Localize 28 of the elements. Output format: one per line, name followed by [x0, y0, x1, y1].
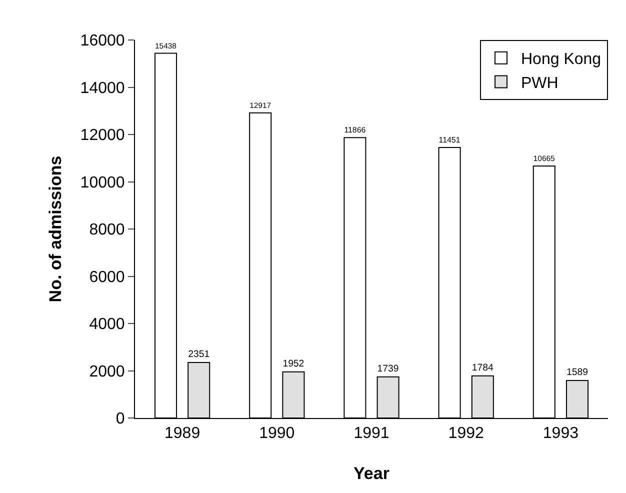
x-tick-label: 1989 [164, 425, 200, 442]
data-label: 1784 [472, 362, 494, 374]
data-label: 11866 [344, 126, 366, 135]
x-tick-label: 1990 [259, 425, 295, 442]
data-label: 1952 [282, 358, 304, 370]
x-axis-title: Year [354, 464, 390, 483]
y-tick-label: 4000 [89, 316, 125, 334]
y-tick-label: 8000 [89, 222, 125, 239]
y-tick-label: 12000 [80, 127, 125, 144]
data-label: 2351 [188, 349, 210, 360]
y-tick-label: 0 [116, 410, 125, 428]
data-label: 12917 [250, 100, 272, 110]
x-tick-label: 1993 [542, 425, 579, 442]
y-tick-label: 16000 [80, 32, 125, 50]
data-label: 15438 [154, 41, 176, 50]
y-axis-title: No. of admissions [46, 156, 65, 302]
y-tick-label: 14000 [80, 80, 125, 97]
y-tick-label: 2000 [89, 363, 125, 380]
x-tick-label: 1992 [448, 425, 484, 442]
data-label: 1739 [377, 364, 399, 375]
legend-label: Hong Kong [521, 51, 602, 68]
y-tick-label: 10000 [80, 174, 125, 192]
data-label: 1589 [566, 367, 588, 378]
data-label: 11451 [438, 135, 461, 144]
data-label: 10665 [533, 154, 555, 164]
x-tick-label: 1991 [354, 425, 390, 442]
y-tick-label: 6000 [89, 268, 125, 286]
legend-label: PWH [521, 74, 558, 92]
